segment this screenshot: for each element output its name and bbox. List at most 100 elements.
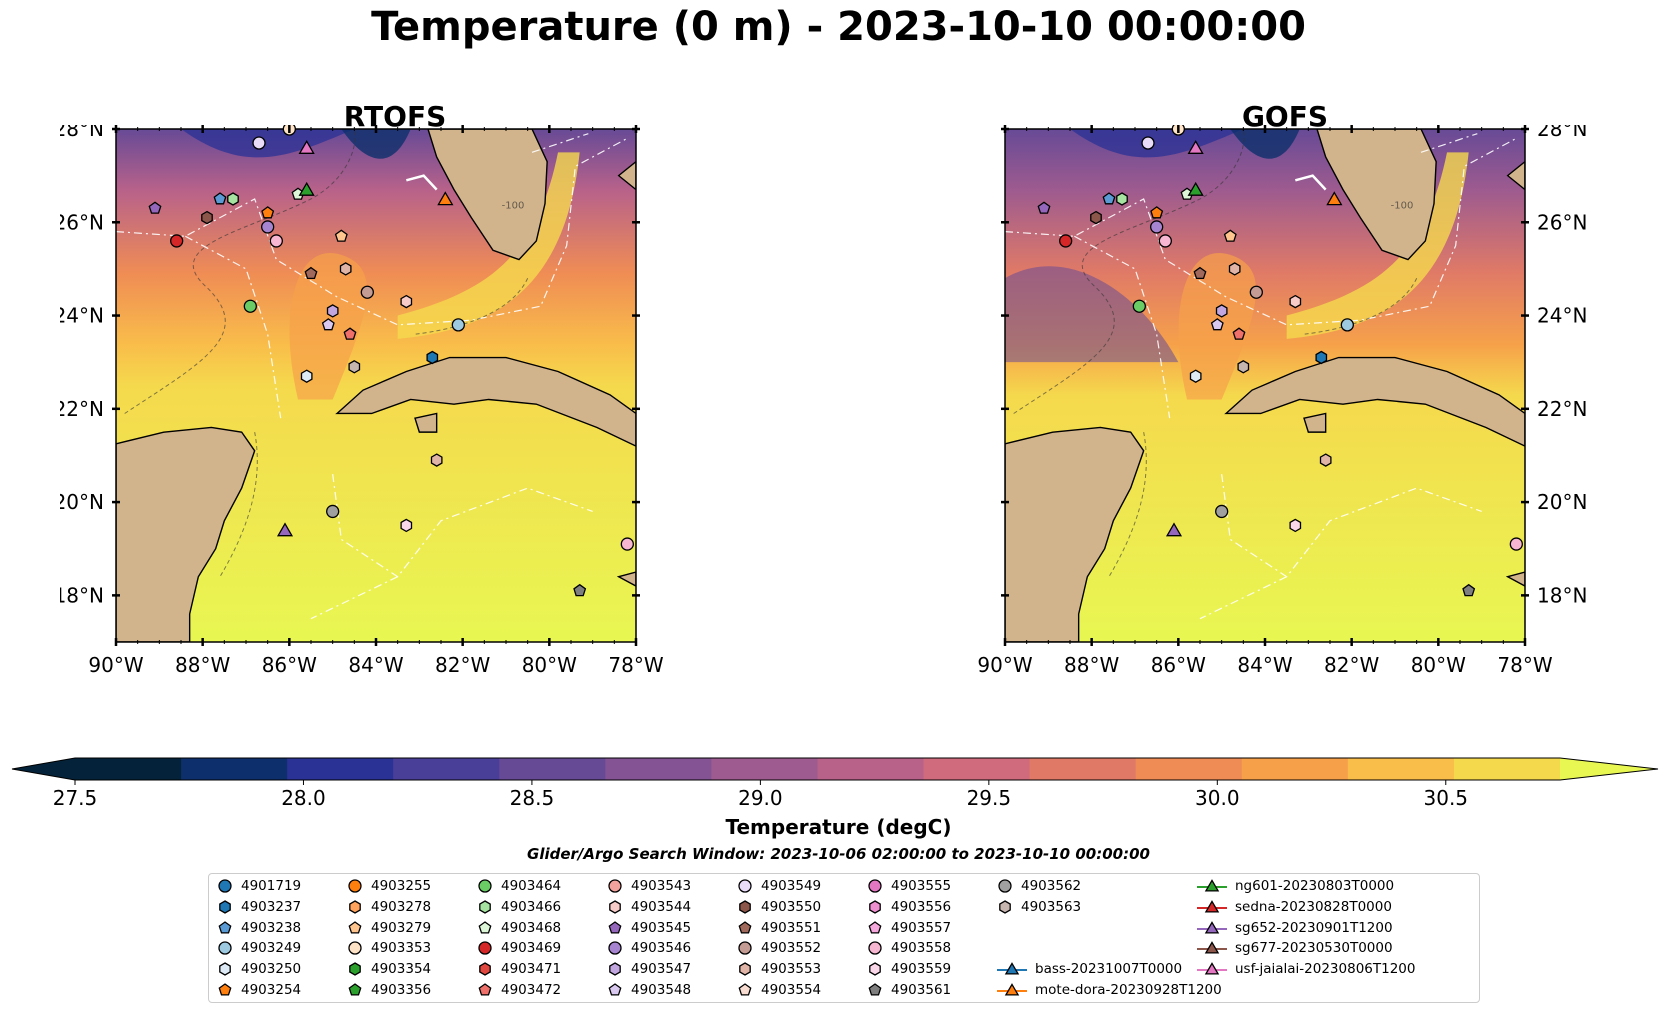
legend-marker [218,879,232,893]
legend-label: 4903354 [371,961,432,978]
legend-entry: 4903279 [347,920,431,936]
legend-label: 4903544 [631,898,692,915]
legend-label: 4903545 [631,919,692,936]
legend-entry: 4903354 [347,961,431,977]
legend-entry: 4903544 [607,899,691,915]
legend-marker-shape [998,879,1012,893]
legend-marker [349,900,361,914]
legend-entry: 4903472 [477,982,561,998]
legend-marker-shape [1204,899,1220,913]
legend-label: usf-jaialai-20230806T1200 [1235,961,1416,978]
colorbar-segment [499,758,606,780]
eez-boundary [1420,133,1478,153]
colorbar-segment [181,758,288,780]
argo-float-marker [304,266,318,280]
legend-label: 4903254 [241,982,302,998]
argo-float-marker [1158,234,1172,248]
legend-marker [997,983,1027,996]
argo-float-marker [1116,192,1128,206]
legend-marker-shape [218,879,232,893]
legend-entry: 4903562 [997,878,1081,894]
cool-water-region [181,129,355,158]
legend-label: 4903356 [371,982,432,998]
legend-marker-shape [869,962,881,976]
argo-float-marker [300,369,313,383]
colorbar-tick-label: 28.0 [281,786,326,810]
eez-boundary [116,137,628,326]
eez-boundary [185,235,282,419]
colorbar-segment [1453,758,1561,780]
argo-float-marker [1289,294,1302,309]
legend-marker-shape [868,941,882,956]
legend-entry: 4903466 [477,899,561,915]
bathymetry-contour [1013,129,1245,414]
colorbar-tick-label: 29.5 [967,786,1012,810]
legend-marker [478,920,492,934]
legend-entry: 4903553 [737,961,821,977]
argo-float-marker [148,201,162,214]
legend-label: mote-dora-20230928T1200 [1035,982,1222,998]
legend-label: 4903469 [501,940,562,957]
map-rtofs[interactable]: -100 90°W 88°W 86°W 84°W 82°W 80°W 78°W 28°N 26°N… [60,125,710,725]
lat-tick-label: 22°N [1537,397,1587,421]
legend-marker-shape [349,900,361,914]
legend-entry: 4903464 [477,878,561,894]
glider-marker [298,140,315,154]
legend-marker [478,983,492,996]
legend-marker-shape [738,983,752,996]
bahamas-land [1506,160,1525,191]
legend-marker-shape [609,900,621,914]
argo-float-marker [252,136,266,150]
legend-marker [219,900,231,914]
legend-entry: 4903255 [347,878,431,894]
legend-marker [868,941,882,956]
legend-marker [348,941,362,956]
lat-tick-label: 26°N [1537,210,1587,234]
legend-entry: usf-jaialai-20230806T1200 [1197,961,1415,977]
legend-marker [218,941,232,956]
legend-label: 4903464 [501,878,562,894]
legend-marker [608,920,622,934]
cuba-land [335,356,636,447]
legend-marker [218,983,232,996]
legend-marker-shape [1004,962,1020,975]
legend-marker [478,941,492,956]
argo-float-marker [343,327,357,340]
legend-marker-shape [609,962,621,976]
legend-label: 4903548 [631,982,692,998]
legend-entry: 4903278 [347,899,431,915]
argo-float-marker [1037,201,1051,214]
coastal-cool-region [341,129,411,159]
argo-float-marker [1215,304,1228,318]
legend-entry: 4903550 [737,899,821,915]
argo-float-marker [1132,299,1146,313]
legend-label: 4903561 [891,982,952,998]
legend-label: sedna-20230828T0000 [1235,898,1392,915]
argo-float-marker [348,360,361,374]
argo-float-marker [1319,453,1332,467]
map-gofs[interactable]: -100 90°W 88°W 86°W 84°W 82°W 80°W 78°W 28°N 26°N… [950,125,1640,725]
bathymetry-contour [414,278,529,335]
legend-label: 4903237 [241,898,302,915]
colorbar-segment [711,758,818,780]
legend-entry: ng601-20230803T0000 [1197,878,1394,894]
legend-entry: 4903552 [737,940,821,956]
colorbar: 27.5 28.0 28.5 29.0 29.5 30.0 30.5 [11,757,1659,810]
argo-float-marker [1237,360,1250,374]
legend-entry: 4903548 [607,982,691,998]
legend-entry: 4903469 [477,940,561,956]
legend-marker [738,941,752,956]
legend-label: 4903547 [631,961,692,978]
glider-marker [437,191,454,206]
legend-entry: 4901719 [217,878,301,894]
legend-label: 4903559 [891,961,952,978]
legend-marker [479,962,491,976]
legend-entry: 4903237 [217,899,301,915]
legend-entry: 4903249 [217,940,301,956]
colorbar-segment [1029,758,1137,780]
legend-marker-shape [219,900,231,914]
legend-label: 4903556 [891,898,952,915]
legend-marker [1197,941,1227,954]
legend-marker-shape [868,920,882,934]
colorbar-segment [1347,758,1455,780]
